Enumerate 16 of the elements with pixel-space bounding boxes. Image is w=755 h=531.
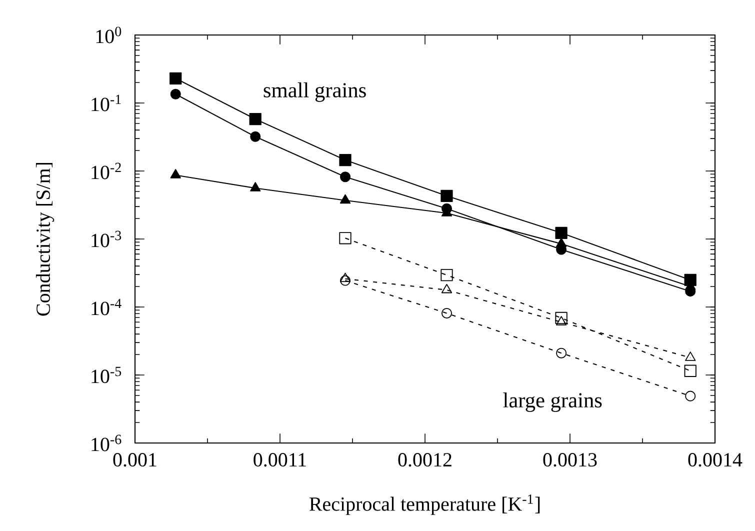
y-tick-label: 10$^{-2}$ bbox=[92, 162, 121, 180]
annotation: large grains bbox=[503, 392, 602, 412]
y-axis-title: Conductivity [S/m] bbox=[36, 162, 54, 316]
y-tick-label: 10$^{-3}$ bbox=[92, 230, 122, 248]
x-axis-title: Reciprocal temperature [K$^{-1}$] bbox=[309, 494, 540, 515]
y-tick-label: 10$^{-1}$ bbox=[92, 94, 121, 112]
x-tick-label: 0.0011 bbox=[254, 453, 306, 467]
x-tick-label: 0.0014 bbox=[688, 453, 742, 467]
x-tick-label: 0.001 bbox=[113, 453, 156, 467]
x-tick-label: 0.0012 bbox=[398, 453, 452, 467]
x-tick-label: 0.0013 bbox=[543, 453, 597, 467]
y-tick-label: 10$^{0}$ bbox=[96, 26, 122, 44]
y-tick-label: 10$^{-5}$ bbox=[92, 366, 122, 384]
y-tick-label: 10$^{-6}$ bbox=[92, 434, 122, 452]
annotation: small grains bbox=[264, 82, 366, 102]
y-tick-label: 10$^{-4}$ bbox=[92, 298, 122, 316]
